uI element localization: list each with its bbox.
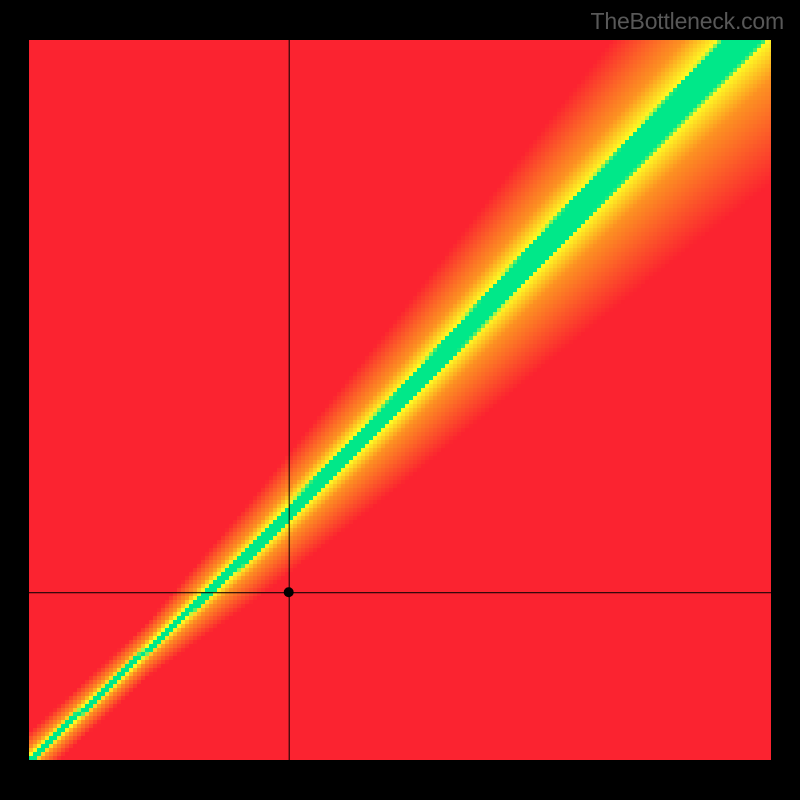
plot-frame [29, 40, 771, 760]
chart-container: TheBottleneck.com [0, 0, 800, 800]
heatmap-canvas [29, 40, 771, 760]
watermark-text: TheBottleneck.com [591, 8, 784, 35]
